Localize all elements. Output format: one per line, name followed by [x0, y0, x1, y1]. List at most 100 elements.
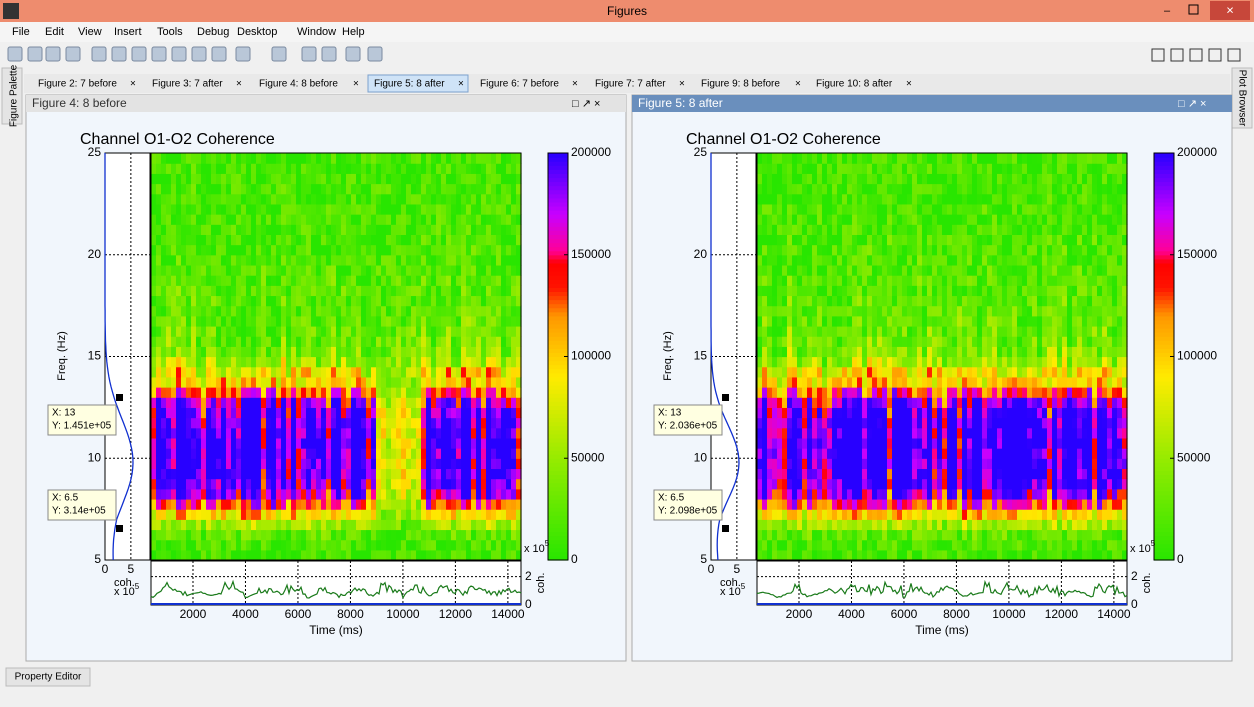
spectrogram-cell [837, 245, 843, 256]
spectrogram-cell [166, 407, 172, 418]
spectrogram-cell [151, 336, 157, 347]
spectrogram-cell [937, 479, 943, 490]
tab-close[interactable]: × [679, 79, 685, 90]
spectrogram-cell [316, 326, 322, 337]
spectrogram-cell [511, 306, 517, 317]
spectrogram-cell [506, 428, 512, 439]
spectrogram-cell [962, 163, 968, 174]
spectrogram-cell [216, 153, 222, 164]
spectrogram-cell [842, 529, 848, 540]
spectrogram-cell [511, 204, 517, 215]
spectrogram-cell [331, 336, 337, 347]
spectrogram-cell [912, 448, 918, 459]
menu-item[interactable]: Insert [114, 26, 142, 38]
spectrogram-cell [511, 285, 517, 296]
spectrogram-cell [481, 397, 487, 408]
spectrogram-cell [476, 387, 482, 398]
panel-controls[interactable]: □ ↗ × [1178, 98, 1206, 110]
menu-item[interactable]: View [78, 26, 102, 38]
spectrogram-cell [436, 418, 442, 429]
spectrogram-cell [181, 306, 187, 317]
spectrogram-cell [446, 407, 452, 418]
spectrogram-cell [782, 448, 788, 459]
tab-label[interactable]: Figure 9: 8 before [701, 79, 780, 90]
tab-label[interactable]: Figure 2: 7 before [38, 79, 117, 90]
menu-item[interactable]: Help [342, 26, 365, 38]
spectrogram-cell [506, 407, 512, 418]
spectrogram-cell [491, 448, 497, 459]
spectrogram-cell [762, 173, 768, 184]
spectrogram-cell [256, 224, 262, 235]
spectrogram-cell [757, 163, 763, 174]
spectrogram-cell [797, 224, 803, 235]
menu-item[interactable]: Window [297, 26, 336, 38]
spectrogram-cell [346, 295, 352, 306]
spectrogram-cell [847, 489, 853, 500]
spectrogram-cell [962, 428, 968, 439]
spectrogram-cell [391, 499, 397, 510]
tab-close[interactable]: × [572, 79, 578, 90]
spectrogram-cell [842, 184, 848, 195]
spectrogram-cell [386, 407, 392, 418]
spectrogram-cell [401, 184, 407, 195]
spectrogram-cell [486, 357, 492, 368]
spectrogram-cell [772, 387, 778, 398]
spectrogram-cell [486, 387, 492, 398]
colorbar-tick-label: 50000 [571, 450, 605, 464]
spectrogram-cell [151, 295, 157, 306]
tab-close[interactable]: × [906, 79, 912, 90]
spectrogram-cell [872, 519, 878, 530]
spectrogram-cell [952, 357, 958, 368]
spectrogram-cell [296, 468, 302, 479]
spectrogram-cell [857, 438, 863, 449]
spectrogram-cell [922, 214, 928, 225]
tab-close[interactable]: × [795, 79, 801, 90]
spectrogram-cell [942, 316, 948, 327]
colorbar-tick-label: 100000 [571, 349, 611, 363]
spectrogram-cell [366, 204, 372, 215]
tab-close[interactable]: × [458, 79, 464, 90]
spectrogram-cell [386, 214, 392, 225]
spectrogram-cell [757, 428, 763, 439]
toolbar-icon [152, 47, 166, 61]
panel-controls[interactable]: □ ↗ × [572, 98, 600, 110]
tab-close[interactable]: × [353, 79, 359, 90]
tab-label[interactable]: Figure 7: 7 after [595, 79, 666, 90]
spectrogram-cell [276, 479, 282, 490]
spectrogram-cell [792, 458, 798, 469]
spectrogram-cell [316, 153, 322, 164]
tab-label[interactable]: Figure 3: 7 after [152, 79, 223, 90]
spectrogram-cell [361, 326, 367, 337]
spectrogram-cell [186, 326, 192, 337]
spectrogram-cell [361, 224, 367, 235]
spectrogram-cell [757, 397, 763, 408]
spectrogram-cell [156, 275, 162, 286]
spectrogram-cell [456, 479, 462, 490]
spectrogram-cell [907, 184, 913, 195]
menu-item[interactable]: Tools [157, 26, 183, 38]
menu-item[interactable]: Desktop [237, 26, 277, 38]
spectrogram-cell [231, 194, 237, 205]
spectrogram-cell [902, 540, 908, 551]
tab-label[interactable]: Figure 5: 8 after [374, 79, 445, 90]
spectrogram-cell [957, 234, 963, 245]
spectrogram-cell [782, 428, 788, 439]
tab-label[interactable]: Figure 6: 7 before [480, 79, 559, 90]
tab-close[interactable]: × [130, 79, 136, 90]
menu-item[interactable]: Edit [45, 26, 64, 38]
spectrogram-cell [787, 529, 793, 540]
tab-label[interactable]: Figure 4: 8 before [259, 79, 338, 90]
spectrogram-cell [341, 458, 347, 469]
spectrogram-cell [937, 214, 943, 225]
spectrogram-cell [486, 479, 492, 490]
spectrogram-cell [907, 499, 913, 510]
tab-close[interactable]: × [236, 79, 242, 90]
tab-label[interactable]: Figure 10: 8 after [816, 79, 893, 90]
spectrogram-cell [151, 458, 157, 469]
spectrogram-cell [802, 346, 808, 357]
menu-item[interactable]: File [12, 26, 30, 38]
minimize-button[interactable]: – [1164, 5, 1171, 17]
menu-item[interactable]: Debug [197, 26, 229, 38]
spectrogram-cell [176, 173, 182, 184]
spectrogram-cell [797, 234, 803, 245]
